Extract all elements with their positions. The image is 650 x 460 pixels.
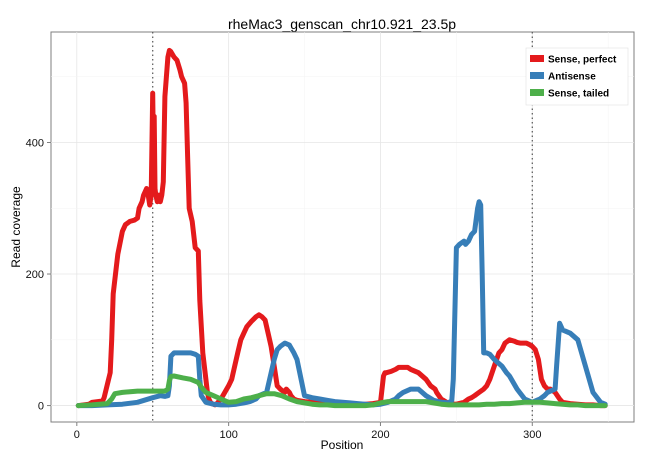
legend-swatch <box>530 72 544 79</box>
x-tick-label: 200 <box>371 429 389 441</box>
series-line-sense-tailed <box>75 373 608 409</box>
legend-label: Sense, tailed <box>548 89 609 100</box>
y-tick-label: 200 <box>26 269 44 281</box>
x-tick-label: 100 <box>219 429 237 441</box>
legend: Sense, perfect Antisense Sense, tailed <box>525 47 629 106</box>
legend-label: Sense, perfect <box>548 55 617 66</box>
legend-swatch <box>530 89 544 96</box>
chart-title: rheMac3_genscan_chr10.921_23.5p <box>228 16 456 32</box>
y-axis-ticks: 0 200 400 <box>26 137 51 413</box>
legend-label: Antisense <box>548 72 596 83</box>
series-layer <box>75 47 608 409</box>
y-tick-label: 0 <box>38 401 44 413</box>
x-axis-ticks: 0 100 200 300 <box>74 422 541 441</box>
x-axis-label: Position <box>321 438 364 452</box>
reference-lines <box>152 32 533 422</box>
x-tick-label: 300 <box>523 429 541 441</box>
legend-swatch <box>530 55 544 62</box>
y-tick-label: 400 <box>26 137 44 149</box>
y-axis-label: Read coverage <box>9 186 23 268</box>
x-tick-label: 0 <box>74 429 80 441</box>
